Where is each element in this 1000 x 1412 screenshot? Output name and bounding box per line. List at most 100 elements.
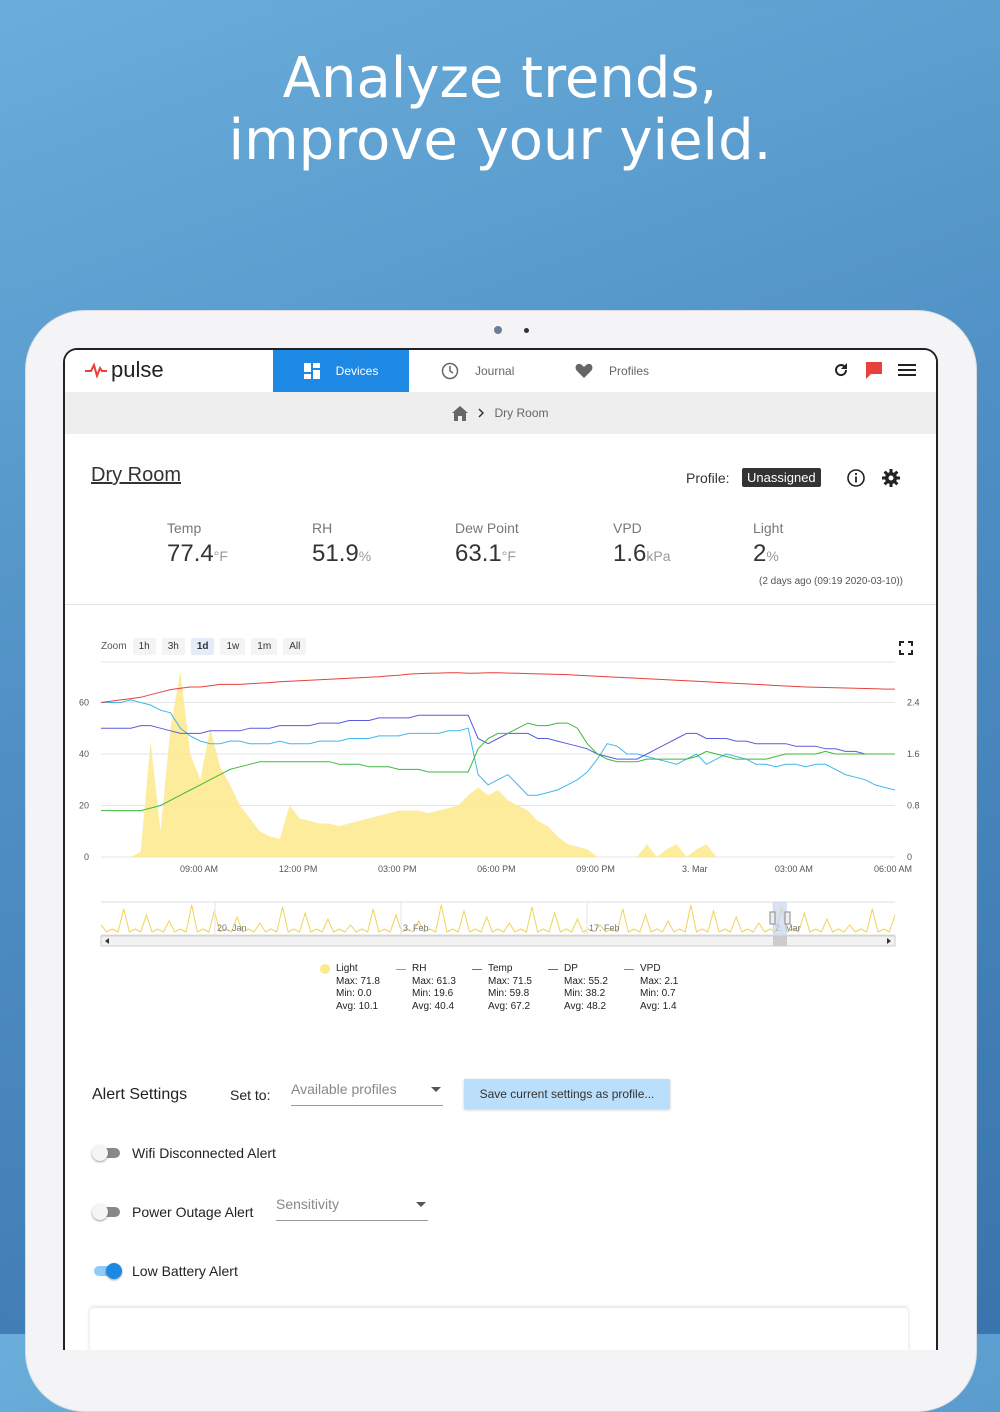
series-temp-line [100, 672, 895, 703]
chat-icon[interactable] [864, 360, 884, 385]
x-tick-label: 03:00 PM [378, 864, 417, 874]
tab-profiles[interactable]: Profiles [575, 350, 649, 392]
scroll-left-icon [105, 938, 109, 944]
legend-max: Max: 61.3 [412, 975, 456, 987]
legend-avg: Avg: 1.4 [640, 1000, 677, 1012]
y-tick-label-left: 0 [84, 852, 89, 862]
tab-profiles-label: Profiles [609, 364, 650, 378]
stat-light: Light 2% [753, 520, 783, 568]
legend-min: Min: 0.0 [336, 988, 372, 999]
alert-settings-title: Alert Settings [92, 1086, 188, 1103]
stat-label: VPD [613, 520, 642, 536]
zoom-1m-button[interactable]: 1m [251, 638, 278, 655]
stat-label: Dew Point [455, 520, 519, 536]
tab-devices[interactable]: Devices [273, 350, 409, 392]
legend-name: RH [412, 963, 427, 974]
legend-name: VPD [640, 963, 661, 974]
legend-dp[interactable]: DP Max: 55.2 Min: 38.2 Avg: 48.2 [548, 963, 624, 1013]
home-icon[interactable] [452, 405, 469, 421]
breadcrumb-current: Dry Room [494, 406, 549, 420]
last-updated-note: (2 days ago (09:19 2020-03-10)) [759, 576, 903, 587]
sensitivity-select[interactable]: Sensitivity [276, 1196, 428, 1221]
zoom-label: Zoom [101, 641, 127, 652]
stat-label: Light [753, 520, 784, 536]
stat-temp: Temp 77.4°F [167, 520, 228, 568]
legend-max: Max: 71.8 [336, 975, 380, 987]
top-bar: pulse Devices Journal Profiles [65, 350, 936, 392]
legend-light[interactable]: Light Max: 71.8 Min: 0.0 Avg: 10.1 [320, 963, 396, 1013]
navigator-label: 3. Feb [403, 923, 429, 933]
dashboard-icon [303, 363, 320, 379]
pulse-logo[interactable]: pulse [85, 356, 164, 384]
logo-text: pulse [111, 357, 164, 382]
app-screen: pulse Devices Journal Profiles [63, 348, 938, 1350]
legend-name: Light [336, 963, 358, 974]
legend-min: Min: 38.2 [564, 988, 606, 999]
zoom-1w-button[interactable]: 1w [220, 638, 246, 655]
legend-avg: Avg: 40.4 [412, 1000, 455, 1012]
pulse-icon [85, 362, 107, 378]
stat-unit: kPa [646, 548, 671, 564]
y-tick-label-left: 20 [79, 800, 89, 810]
legend-rh[interactable]: RH Max: 61.3 Min: 19.6 Avg: 40.4 [396, 963, 472, 1013]
power-alert-row: Power Outage Alert [92, 1204, 253, 1220]
legend-swatch [548, 968, 558, 970]
wifi-alert-row: Wifi Disconnected Alert [92, 1145, 276, 1161]
tab-journal[interactable]: Journal [441, 350, 514, 392]
profiles-select[interactable]: Available profiles [291, 1081, 443, 1106]
stat-vpd: VPD 1.6kPa [613, 520, 671, 568]
battery-alert-label: Low Battery Alert [132, 1263, 238, 1279]
x-tick-label: 3. Mar [682, 864, 708, 874]
power-alert-toggle[interactable] [92, 1204, 122, 1220]
stat-unit: °F [213, 548, 228, 564]
caret-down-icon [431, 1087, 441, 1092]
zoom-1h-button[interactable]: 1h [132, 638, 156, 655]
room-header: Dry Room Profile: Unassigned [65, 434, 936, 507]
series-rh-line [101, 699, 896, 796]
bottom-card [90, 1308, 908, 1350]
navigator-scrollbar [100, 935, 896, 947]
stat-unit: % [358, 548, 372, 564]
info-icon[interactable] [846, 468, 866, 493]
sensitivity-placeholder: Sensitivity [276, 1196, 340, 1212]
power-alert-label: Power Outage Alert [132, 1204, 254, 1220]
legend-min: Min: 0.7 [640, 988, 676, 999]
refresh-icon[interactable] [832, 361, 850, 384]
stat-unit: °F [501, 548, 516, 564]
legend-avg: Avg: 48.2 [564, 1000, 607, 1012]
room-title[interactable]: Dry Room [91, 464, 182, 486]
alert-settings-panel: Alert Settings Set to: Available profile… [77, 1043, 907, 1350]
fullscreen-icon[interactable] [899, 641, 913, 660]
zoom-1d-button[interactable]: 1d [190, 638, 215, 655]
legend-swatch [472, 968, 482, 970]
legend-temp[interactable]: Temp Max: 71.5 Min: 59.8 Avg: 67.2 [472, 963, 548, 1013]
legend-min: Min: 19.6 [412, 988, 454, 999]
clock-icon [441, 362, 459, 380]
legend-vpd[interactable]: VPD Max: 2.1 Min: 0.7 Avg: 1.4 [624, 963, 700, 1013]
scroll-right-icon [887, 938, 891, 944]
x-tick-label: 09:00 PM [576, 864, 615, 874]
top-icons [832, 360, 916, 385]
navigator-window [773, 902, 787, 935]
x-tick-label: 12:00 PM [279, 864, 318, 874]
caret-down-icon [416, 1202, 426, 1207]
legend-avg: Avg: 67.2 [488, 1000, 531, 1012]
legend-avg: Avg: 10.1 [336, 1000, 379, 1012]
stat-value: 51.9 [312, 540, 359, 567]
series-dp-line [101, 714, 895, 760]
gear-icon[interactable] [881, 468, 901, 493]
navigator-series [100, 904, 896, 933]
battery-alert-toggle[interactable] [92, 1263, 122, 1279]
save-profile-button[interactable]: Save current settings as profile... [464, 1079, 670, 1109]
y-tick-label-right: 2.4 [907, 697, 920, 707]
zoom-all-button[interactable]: All [283, 638, 307, 655]
breadcrumb: Dry Room [65, 392, 936, 434]
legend-name: DP [564, 963, 578, 974]
line-chart[interactable]: 0 20 40 60 0 0.8 1.6 2.4 09:00 AM 12:00 PM 03:00 P… [65, 605, 936, 955]
wifi-alert-toggle[interactable] [92, 1145, 122, 1161]
tab-devices-label: Devices [335, 364, 379, 378]
zoom-3h-button[interactable]: 3h [161, 638, 185, 655]
chart-card: Zoom 1h 3h 1d 1w 1m All 0 20 40 60 0 0.8 1.6 2.… [65, 605, 936, 1025]
menu-icon[interactable] [898, 362, 916, 383]
navigator-label: 20. Jan [217, 923, 247, 933]
